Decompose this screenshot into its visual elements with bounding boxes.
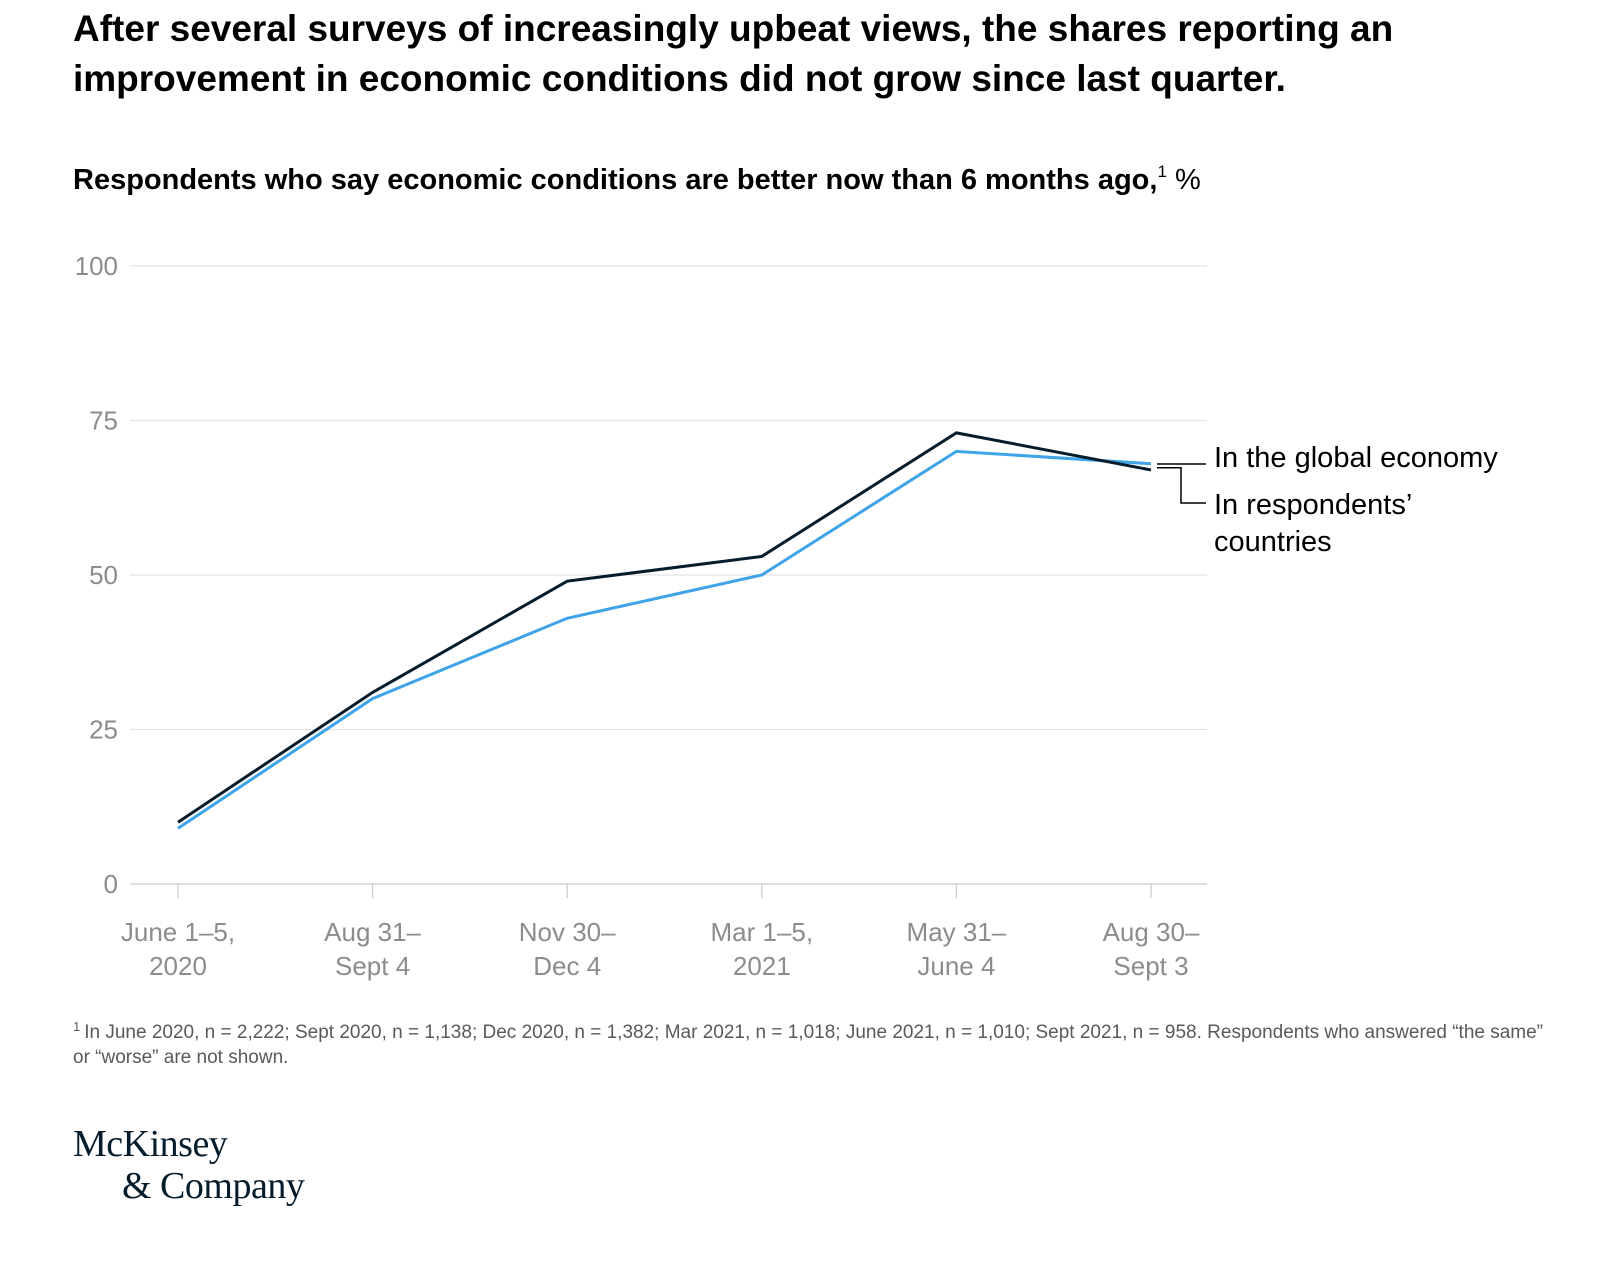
subtitle-text: Respondents who say economic conditions … [73,164,1158,196]
footnote: 1 In June 2020, n = 2,222; Sept 2020, n =… [73,1020,1543,1070]
x-tick-label-line: Nov 30– [519,917,616,947]
x-tick-label-line: 2020 [149,951,207,981]
series-line-0 [177,431,1152,824]
x-tick-label-2: Nov 30– Dec 4 [519,917,616,981]
x-tick-label-line: Mar 1–5, [710,917,813,947]
chart-subtitle: Respondents who say economic conditions … [73,160,1201,200]
logo-line-2: & Company [122,1165,305,1207]
series-line-1 [177,449,1152,830]
y-tick-label-25: 25 [89,715,118,745]
legend-label-0: In the global economy [1214,442,1498,474]
legend-leader-1 [1157,467,1206,504]
x-tick-label-line: 2021 [733,951,791,981]
x-tick-label-line: June 4 [917,951,995,981]
logo-line-1: McKinsey [73,1123,228,1165]
legend-label-line: countries [1214,526,1332,558]
x-tick-label-0: June 1–5, 2020 [121,917,235,981]
chart-headline: After several surveys of increasingly up… [73,8,1394,99]
legend-label-1: In respondents’ countries [1214,489,1412,558]
legend-label-line: In respondents’ [1214,489,1412,521]
x-tick-label-line: Aug 30– [1103,917,1200,947]
x-tick-label-line: Sept 3 [1113,951,1188,981]
y-tick-label-50: 50 [89,560,118,590]
y-tick-label-75: 75 [89,406,118,436]
line-chart: 0 25 50 75 100 June 1–5, 2020 Aug 31– Sept 4 Nov … [75,251,1499,981]
subtitle-unit: % [1174,164,1201,196]
y-tick-label-0: 0 [104,869,118,899]
x-tick-label-line: Aug 31– [324,917,421,947]
x-tick-label-1: Aug 31– Sept 4 [324,917,421,981]
subtitle-footnote-marker: 1 [1157,162,1167,181]
mckinsey-logo: McKinsey & Company [73,1123,305,1207]
x-tick-label-line: May 31– [907,917,1007,947]
x-tick-label-line: Dec 4 [533,951,601,981]
footnote-marker: 1 [73,1019,81,1034]
x-tick-label-3: Mar 1–5, 2021 [710,917,813,981]
y-tick-label-100: 100 [75,251,118,281]
footnote-text: In June 2020, n = 2,222; Sept 2020, n = … [73,1022,1544,1068]
x-tick-label-4: May 31– June 4 [907,917,1007,981]
x-tick-label-line: Sept 4 [335,951,410,981]
x-tick-label-5: Aug 30– Sept 3 [1103,917,1200,981]
x-tick-label-line: June 1–5, [121,917,235,947]
